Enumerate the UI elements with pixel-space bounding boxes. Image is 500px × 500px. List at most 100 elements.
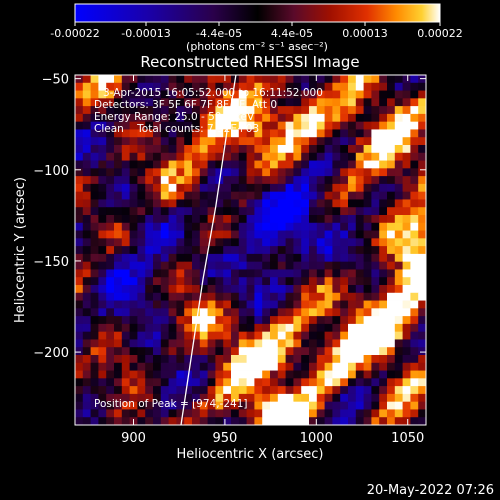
heatmap-cell (106, 191, 115, 200)
heatmap-cell (207, 285, 216, 294)
heatmap-cell (301, 362, 310, 371)
heatmap-cell (324, 207, 333, 216)
heatmap-cell (316, 246, 325, 255)
heatmap-cell (340, 176, 349, 185)
heatmap-cell (75, 269, 84, 278)
heatmap-cell (137, 90, 146, 99)
heatmap-cell (355, 331, 364, 340)
heatmap-cell (98, 215, 107, 224)
heatmap-cell (223, 160, 232, 169)
heatmap-cell (106, 323, 115, 333)
heatmap-cell (355, 339, 364, 348)
heatmap-cell (293, 238, 302, 247)
heatmap-cell (90, 355, 99, 364)
heatmap-cell (316, 269, 325, 278)
heatmap-cell (285, 401, 294, 410)
heatmap-cell (215, 207, 224, 216)
heatmap-cell (371, 75, 380, 84)
heatmap-cell (355, 191, 364, 200)
heatmap-cell (223, 246, 232, 255)
heatmap-cell (129, 253, 138, 263)
heatmap-cell (168, 292, 177, 301)
heatmap-cell (238, 137, 247, 146)
heatmap-cell (355, 292, 364, 301)
heatmap-cell (75, 393, 84, 403)
heatmap-cell (137, 129, 146, 138)
heatmap-cell (223, 230, 232, 239)
heatmap-cell (176, 308, 185, 317)
heatmap-cell (184, 113, 193, 123)
heatmap-cell (82, 261, 91, 270)
heatmap-cell (355, 285, 364, 294)
heatmap-cell (246, 90, 255, 99)
heatmap-cell (332, 331, 341, 340)
heatmap-cell (192, 90, 201, 99)
heatmap-cell (387, 207, 396, 216)
heatmap-cell (355, 386, 364, 395)
heatmap-cell (246, 183, 255, 193)
heatmap-cell (192, 370, 201, 379)
heatmap-cell (371, 401, 380, 410)
heatmap-cell (285, 339, 294, 348)
heatmap-cell (355, 230, 364, 239)
heatmap-cell (309, 261, 318, 270)
heatmap-cell (231, 168, 240, 177)
heatmap-cell (379, 129, 388, 138)
heatmap-cell (75, 238, 84, 247)
heatmap-cell (75, 277, 84, 286)
heatmap-cell (262, 246, 271, 255)
heatmap-cell (277, 370, 286, 379)
heatmap-cell (371, 292, 380, 301)
heatmap-cell (418, 339, 426, 348)
heatmap-cell (402, 401, 411, 410)
heatmap-cell (153, 339, 162, 348)
heatmap-cell (223, 331, 232, 340)
heatmap-cell (184, 316, 193, 325)
heatmap-cell (199, 362, 208, 371)
heatmap-cell (309, 75, 318, 84)
heatmap-cell (332, 183, 341, 193)
heatmap-cell (176, 222, 185, 231)
heatmap-cell (394, 339, 403, 348)
heatmap-cell (90, 145, 99, 154)
heatmap-cell (160, 386, 169, 395)
heatmap-cell (309, 90, 318, 99)
heatmap-cell (363, 285, 372, 294)
heatmap-cell (199, 417, 208, 425)
heatmap-cell (215, 98, 224, 107)
heatmap-cell (324, 215, 333, 224)
heatmap-cell (332, 129, 341, 138)
heatmap-cell (199, 222, 208, 231)
heatmap-cell (293, 176, 302, 185)
heatmap-cell (293, 339, 302, 348)
heatmap-cell (215, 269, 224, 278)
heatmap-cell (363, 269, 372, 278)
heatmap-cell (246, 82, 255, 91)
heatmap-cell (340, 168, 349, 177)
heatmap-cell (231, 191, 240, 200)
heatmap-cell (145, 269, 154, 278)
heatmap-cell (184, 378, 193, 387)
heatmap-cell (277, 90, 286, 99)
heatmap-cell (90, 222, 99, 231)
heatmap-cell (371, 261, 380, 270)
heatmap-cell (231, 323, 240, 333)
heatmap-cell (340, 230, 349, 239)
heatmap-cell (270, 316, 279, 325)
heatmap-cell (402, 75, 411, 84)
heatmap-cell (121, 75, 130, 84)
heatmap-cell (340, 253, 349, 263)
heatmap-cell (270, 269, 279, 278)
heatmap-cell (106, 378, 115, 387)
heatmap-cell (301, 230, 310, 239)
heatmap-cell (301, 339, 310, 348)
heatmap-cell (301, 331, 310, 340)
heatmap-cell (270, 339, 279, 348)
heatmap-cell (168, 191, 177, 200)
heatmap-cell (309, 316, 318, 325)
heatmap-cell (340, 316, 349, 325)
heatmap-cell (98, 207, 107, 216)
heatmap-cell (293, 113, 302, 123)
heatmap-cell (332, 277, 341, 286)
heatmap-cell (262, 386, 271, 395)
